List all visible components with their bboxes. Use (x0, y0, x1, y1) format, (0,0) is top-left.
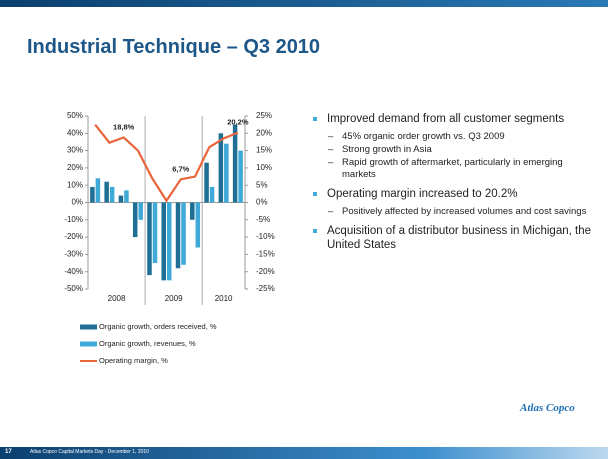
bar (109, 186, 115, 203)
y2-tick-label: 25% (256, 111, 272, 120)
x-group-label: 2009 (165, 294, 183, 303)
bar (90, 186, 95, 203)
bullet: Improved demand from all customer segmen… (312, 112, 592, 126)
bar (218, 133, 224, 203)
bullet-group: Acquisition of a distributor business in… (312, 224, 592, 252)
page-number: 17 (5, 449, 12, 455)
sub-bullet: Rapid growth of aftermarket, particularl… (312, 157, 592, 181)
sub-bullet: Strong growth in Asia (312, 144, 592, 156)
y2-tick-label: 15% (256, 146, 272, 155)
y2-tick-label: 0% (256, 198, 268, 207)
bar (190, 202, 195, 220)
line (94, 123, 239, 203)
bar (104, 181, 109, 203)
value-label: 6,7% (172, 164, 189, 173)
bar (167, 202, 172, 281)
bar (175, 202, 181, 269)
x-group-label: 2010 (215, 294, 233, 303)
bullet: Acquisition of a distributor business in… (312, 224, 592, 252)
y2-tick-label: 5% (256, 180, 268, 189)
top-bar (0, 0, 608, 7)
logo: Atlas Copco (520, 402, 575, 414)
y2-tick-label: -25% (256, 284, 275, 293)
x-group-label: 2008 (108, 294, 126, 303)
value-label: 18,8% (113, 122, 135, 131)
legend-label: Organic growth, revenues, % (99, 339, 196, 348)
y2-tick-label: -10% (256, 232, 275, 241)
bar (209, 186, 215, 203)
bullet: Operating margin increased to 20.2% (312, 187, 592, 201)
legend-label: Organic growth, orders received, % (99, 322, 217, 331)
legend-swatch (80, 324, 97, 330)
sub-bullet: Positively affected by increased volumes… (312, 206, 592, 218)
y-tick-label: -50% (64, 284, 83, 293)
y-tick-label: -40% (64, 267, 83, 276)
sub-bullet: 45% organic order growth vs. Q3 2009 (312, 131, 592, 143)
y-tick-label: 10% (67, 180, 83, 189)
y2-tick-label: 10% (256, 163, 272, 172)
bar (152, 202, 158, 264)
bar (161, 202, 166, 281)
bar (124, 190, 129, 203)
legend-swatch (80, 341, 97, 347)
y-tick-label: 0% (71, 198, 83, 207)
bar (138, 202, 143, 220)
y-tick-label: 20% (67, 163, 83, 172)
bar (238, 150, 243, 203)
slide-title: Industrial Technique – Q3 2010 (27, 36, 321, 58)
y2-tick-label: 20% (256, 128, 272, 137)
bar (118, 195, 124, 203)
y2-tick-label: -15% (256, 250, 275, 259)
bar (224, 143, 229, 203)
legend-label: Operating margin, % (99, 356, 168, 365)
y-tick-label: 50% (67, 111, 83, 120)
footer-text: Atlas Copco Capital Markets Day - Decemb… (30, 449, 149, 455)
bar (181, 202, 186, 265)
bar (95, 178, 101, 203)
y-tick-label: -10% (64, 215, 83, 224)
y-tick-label: 40% (67, 128, 83, 137)
bullet-group: Operating margin increased to 20.2% Posit… (312, 187, 592, 218)
y-tick-label: 30% (67, 146, 83, 155)
y-tick-label: -30% (64, 250, 83, 259)
bar (132, 202, 138, 238)
bar (147, 202, 152, 276)
bar (195, 202, 201, 248)
bullet-group: Improved demand from all customer segmen… (312, 112, 592, 181)
bar (204, 162, 209, 203)
footer-bar: 17 Atlas Copco Capital Markets Day - Dec… (0, 447, 608, 459)
y2-tick-label: -5% (256, 215, 270, 224)
bar (232, 124, 238, 203)
value-label: 20,2% (227, 118, 249, 127)
y2-tick-label: -20% (256, 267, 275, 276)
y-tick-label: -20% (64, 232, 83, 241)
bullet-list: Improved demand from all customer segmen… (312, 112, 592, 258)
